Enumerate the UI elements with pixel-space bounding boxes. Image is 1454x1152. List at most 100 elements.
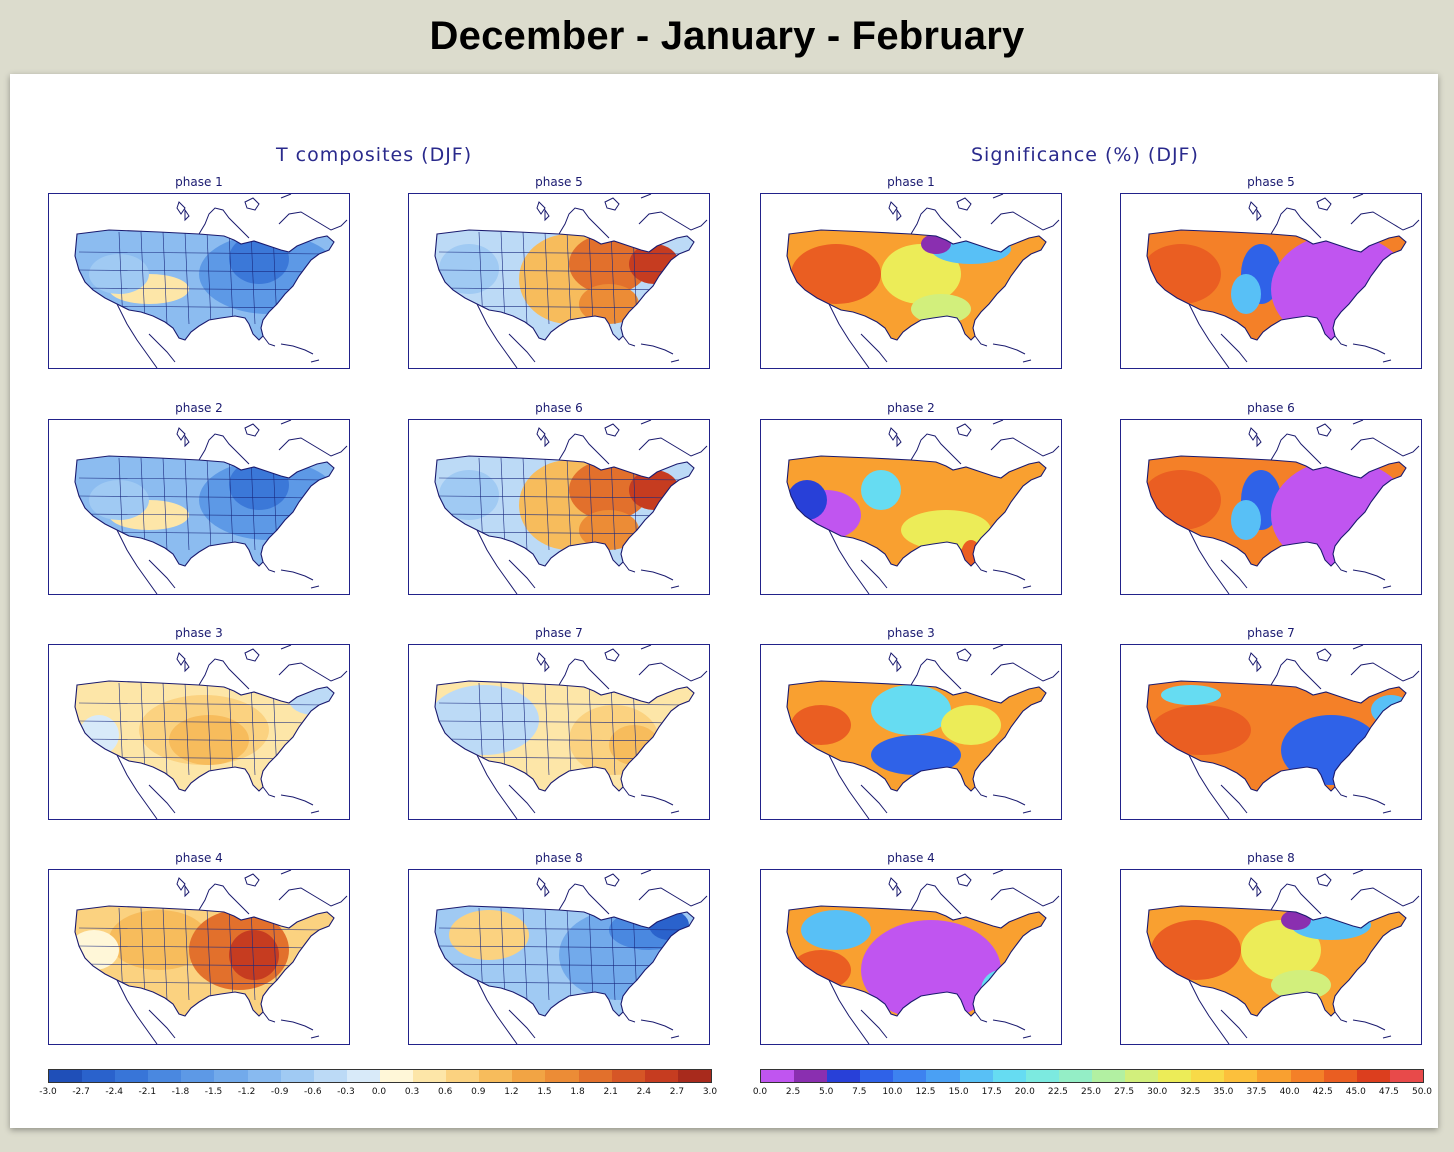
coastline: [638, 437, 708, 457]
state-border: [162, 457, 168, 551]
state-border: [566, 682, 572, 776]
coastline: [476, 529, 518, 594]
map-region: [1151, 920, 1241, 980]
t-map-phase-2: phase 2: [48, 401, 350, 595]
phase-label: phase 2: [887, 401, 935, 415]
coastline: [1270, 433, 1322, 465]
state-border: [206, 682, 212, 776]
map-region: [1271, 970, 1331, 1000]
coastline: [262, 1011, 276, 1023]
temperature-swatch: [346, 1070, 380, 1082]
coastline: [640, 343, 674, 355]
state-border: [522, 231, 528, 325]
map-frame: [760, 644, 1062, 820]
state-border: [500, 682, 506, 776]
t-map-phase-6: phase 6: [408, 401, 710, 595]
phase-label: phase 4: [887, 851, 935, 865]
us-map-graphic: [434, 194, 708, 368]
map-region: [861, 920, 1001, 1016]
coastline: [638, 211, 708, 231]
coastline: [476, 754, 518, 819]
coastline: [896, 884, 902, 898]
state-border: [78, 702, 330, 706]
coastline: [278, 437, 348, 457]
state-border: [228, 907, 234, 1001]
significance-swatch: [1158, 1070, 1192, 1082]
map-region: [629, 244, 679, 284]
coastline: [1382, 810, 1392, 814]
coastline: [992, 870, 1004, 875]
state-border: [206, 457, 212, 551]
us-map-graphic: [434, 420, 708, 594]
coastline: [1220, 333, 1248, 363]
state-border: [78, 513, 330, 517]
coastline: [622, 335, 636, 347]
coastline: [956, 197, 972, 211]
coastline: [956, 423, 972, 437]
state-border: [438, 269, 690, 273]
coastline: [176, 427, 186, 441]
significance-swatch: [1389, 1070, 1423, 1082]
temperature-tick-label: 0.0: [371, 1087, 387, 1097]
significance-tick-label: 17.5: [981, 1087, 1002, 1097]
temperature-colorbar: [48, 1069, 712, 1083]
coastline: [116, 979, 158, 1044]
figure-panel: T composites (DJF) Significance (%) (DJF…: [10, 74, 1438, 1128]
temperature-swatch: [82, 1070, 116, 1082]
map-region: [791, 950, 851, 990]
coastline: [860, 559, 888, 589]
map-region: [1281, 910, 1311, 930]
us-map-graphic: [74, 645, 348, 819]
coastline: [1022, 359, 1032, 363]
coastline: [262, 561, 276, 573]
coastline: [1352, 1019, 1386, 1031]
coastline: [558, 207, 610, 239]
phase-label: phase 5: [1247, 175, 1295, 189]
significance-tick-label: 15.0: [948, 1087, 969, 1097]
phase-label: phase 1: [887, 175, 935, 189]
significance-tick-label: 42.5: [1312, 1087, 1333, 1097]
map-region: [569, 234, 649, 294]
coastline: [310, 585, 320, 589]
state-border: [78, 495, 330, 499]
significance-tick-label: 25.0: [1080, 1087, 1102, 1097]
sig-map-phase-5: phase 5: [1120, 175, 1422, 369]
temperature-swatch: [49, 1070, 83, 1082]
coastline: [1256, 659, 1262, 673]
map-frame: [408, 644, 710, 820]
coastline: [198, 207, 250, 239]
map-region: [1371, 695, 1406, 725]
state-border: [566, 907, 572, 1001]
coastline: [1022, 810, 1032, 814]
map-region: [609, 725, 659, 765]
map-frame: [760, 419, 1062, 595]
coastline: [184, 434, 190, 448]
coastline: [860, 333, 888, 363]
us-map-graphic: [1146, 194, 1420, 368]
map-region: [981, 970, 1021, 1010]
temperature-colorbar-ticks: -3.0 -2.7 -2.4 -2.1 -1.8 -1.5 -1.2 -0.9 -0.6 -0.3…: [39, 1087, 717, 1101]
coastline: [992, 420, 1004, 425]
map-frame: [48, 644, 350, 820]
coastline: [116, 303, 158, 368]
significance-tick-label: 27.5: [1114, 1087, 1135, 1097]
t-map-phase-3: phase 3: [48, 626, 350, 820]
temperature-swatch: [280, 1070, 314, 1082]
coastline: [1316, 197, 1332, 211]
coastline: [990, 437, 1060, 457]
coastline: [974, 561, 988, 573]
state-border: [162, 231, 168, 325]
map-frame: [408, 869, 710, 1045]
state-border: [140, 457, 146, 551]
coastline: [536, 877, 546, 891]
coastline: [280, 194, 292, 199]
state-border: [78, 738, 330, 742]
map-region: [1231, 500, 1261, 540]
us-outline: [434, 229, 695, 341]
temperature-swatch: [512, 1070, 546, 1082]
us-outline: [1146, 680, 1407, 792]
significance-swatch: [959, 1070, 993, 1082]
map-region: [579, 284, 639, 324]
significance-tick-label: 30.0: [1147, 1087, 1168, 1097]
us-map-graphic: [786, 645, 1060, 819]
